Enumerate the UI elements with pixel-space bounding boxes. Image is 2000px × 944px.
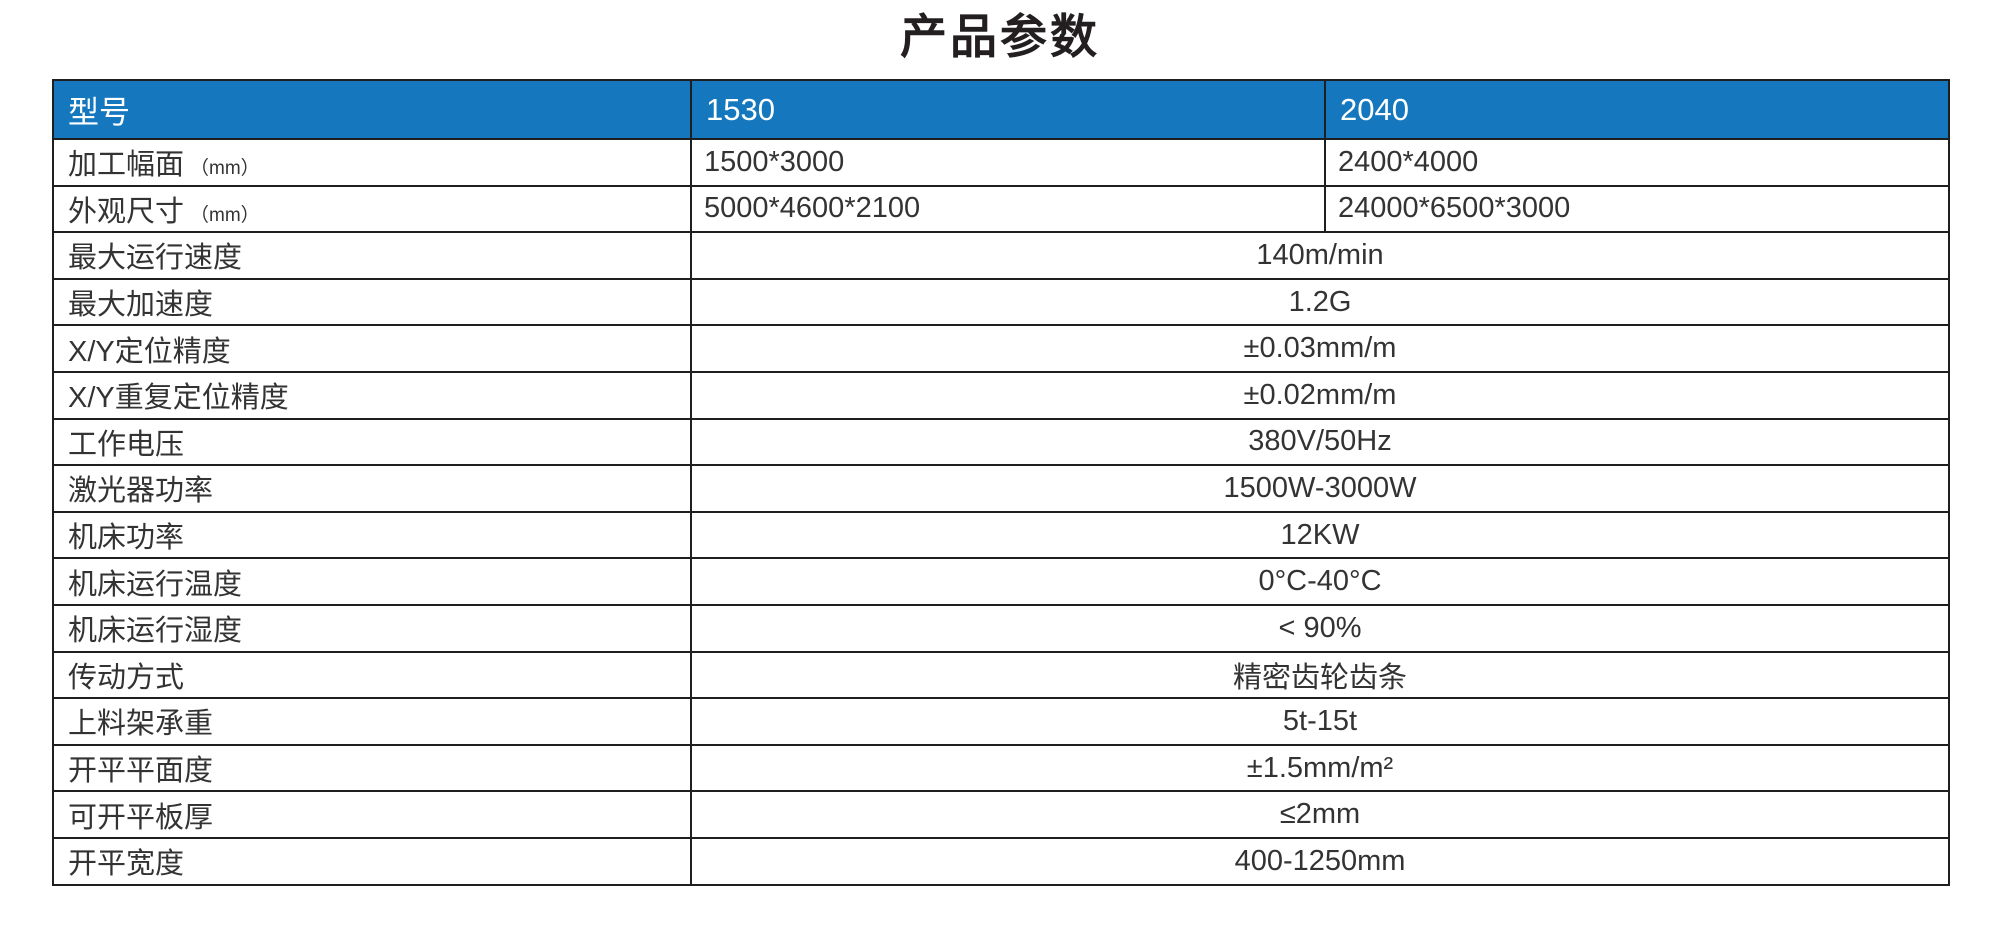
spec-value-shared: ±1.5mm/m²: [690, 743, 1950, 793]
spec-value-shared: 5t-15t: [690, 697, 1950, 746]
table-row: 开平平面度 ±1.5mm/m²: [52, 743, 1950, 793]
table-row: 传动方式 精密齿轮齿条: [52, 650, 1950, 700]
table-row: 激光器功率 1500W-3000W: [52, 464, 1950, 513]
table-header-row: 型号 1530 2040: [52, 79, 1950, 140]
spec-value-shared: 400-1250mm: [690, 836, 1950, 886]
spec-value-shared: 380V/50Hz: [690, 417, 1950, 467]
spec-label: 开平平面度: [52, 743, 692, 793]
spec-label: 激光器功率: [52, 464, 692, 513]
spec-value-shared: ±0.02mm/m: [690, 370, 1950, 420]
product-spec-table: 型号 1530 2040 加工幅面 （mm） 1500*3000 2400*400…: [52, 79, 1950, 886]
table-row: 机床运行湿度 < 90%: [52, 603, 1950, 653]
spec-label: 上料架承重: [52, 697, 692, 746]
spec-value-2040: 2400*4000: [1324, 138, 1950, 187]
header-model-2040: 2040: [1324, 79, 1950, 140]
table-row: X/Y重复定位精度 ±0.02mm/m: [52, 370, 1950, 420]
spec-value-1530: 5000*4600*2100: [690, 184, 1326, 234]
spec-label: 机床功率: [52, 510, 692, 560]
spec-label: X/Y定位精度: [52, 324, 692, 373]
spec-value-shared: ±0.03mm/m: [690, 324, 1950, 373]
spec-value-shared: 精密齿轮齿条: [690, 650, 1950, 700]
spec-label: 最大运行速度: [52, 231, 692, 280]
spec-label: 机床运行湿度: [52, 603, 692, 653]
table-row: 最大加速度 1.2G: [52, 277, 1950, 327]
table-row: 最大运行速度 140m/min: [52, 231, 1950, 280]
table-row: 外观尺寸 （mm） 5000*4600*2100 24000*6500*3000: [52, 184, 1950, 234]
spec-label-text: 加工幅面: [68, 149, 185, 182]
table-row: 上料架承重 5t-15t: [52, 697, 1950, 746]
spec-label: 可开平板厚: [52, 790, 692, 839]
table-row: 可开平板厚 ≤2mm: [52, 790, 1950, 839]
spec-value-shared: 1500W-3000W: [690, 464, 1950, 513]
spec-label: 开平宽度: [52, 836, 692, 886]
table-row: 加工幅面 （mm） 1500*3000 2400*4000: [52, 138, 1950, 187]
spec-label: 外观尺寸 （mm）: [52, 184, 692, 234]
spec-label: X/Y重复定位精度: [52, 370, 692, 420]
spec-value-2040: 24000*6500*3000: [1324, 184, 1950, 234]
spec-value-shared: < 90%: [690, 603, 1950, 653]
table-row: X/Y定位精度 ±0.03mm/m: [52, 324, 1950, 373]
page-title: 产品参数: [900, 10, 1100, 63]
spec-value-shared: 0°C-40°C: [690, 557, 1950, 606]
spec-label: 机床运行温度: [52, 557, 692, 606]
table-row: 机床功率 12KW: [52, 510, 1950, 560]
table-row: 机床运行温度 0°C-40°C: [52, 557, 1950, 606]
spec-label: 加工幅面 （mm）: [52, 138, 692, 187]
table-row: 开平宽度 400-1250mm: [52, 836, 1950, 886]
header-model-label: 型号: [52, 79, 692, 140]
spec-label-text: 外观尺寸: [68, 195, 185, 228]
table-row: 工作电压 380V/50Hz: [52, 417, 1950, 467]
spec-value-shared: 140m/min: [690, 231, 1950, 280]
product-parameters-page: 产品参数 型号 1530 2040 加工幅面 （mm） 1500*3000 240…: [0, 6, 2000, 944]
spec-value-shared: 12KW: [690, 510, 1950, 560]
spec-value-shared: 1.2G: [690, 277, 1950, 327]
header-model-1530: 1530: [690, 79, 1326, 140]
spec-label-note: （mm）: [190, 204, 260, 226]
spec-value-shared: ≤2mm: [690, 790, 1950, 839]
spec-label: 工作电压: [52, 417, 692, 467]
spec-label: 传动方式: [52, 650, 692, 700]
spec-label-note: （mm）: [190, 158, 260, 180]
spec-value-1530: 1500*3000: [690, 138, 1326, 187]
spec-label: 最大加速度: [52, 277, 692, 327]
